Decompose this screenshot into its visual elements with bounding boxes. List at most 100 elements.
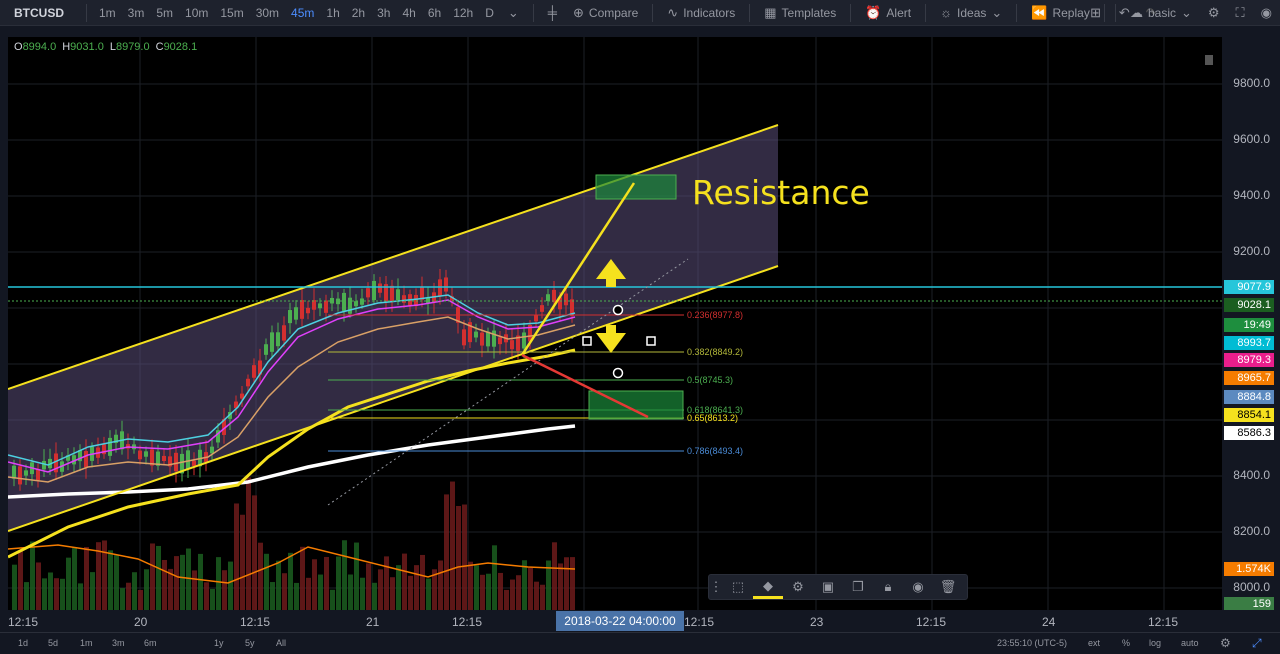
gear-icon[interactable]: ⚙ — [1220, 636, 1231, 650]
lock-button[interactable]: 🔒︎ — [873, 575, 903, 599]
timeframe-45m[interactable]: 45m — [291, 5, 315, 20]
range-1m[interactable]: 1m — [80, 638, 93, 648]
chart-type-button[interactable]: ╪ — [540, 0, 565, 26]
timeframe-3m[interactable]: 3m — [127, 5, 145, 20]
timeframe-1h[interactable]: 1h — [326, 5, 340, 20]
timeframe-dropdown[interactable]: ⌄ — [500, 0, 527, 26]
selection-handle[interactable] — [582, 336, 592, 346]
volume-bar — [366, 563, 371, 610]
lock-icon: 🔒︎ — [884, 579, 892, 594]
timeframe-5m[interactable]: 5m — [156, 5, 174, 20]
volume-bar — [300, 546, 305, 610]
replay-icon: ⏪ — [1031, 4, 1048, 20]
volume-bar — [216, 557, 221, 610]
bear-projection-line[interactable] — [521, 353, 649, 419]
range-5y[interactable]: 5y — [245, 638, 255, 648]
layout-grid-button[interactable]: ⊞ — [1082, 0, 1109, 26]
ext-toggle[interactable]: ext — [1088, 638, 1101, 648]
volume-bar — [12, 564, 17, 610]
volume-bar — [414, 565, 419, 610]
candle-body — [366, 288, 370, 298]
channel-lower-line[interactable] — [8, 265, 779, 532]
channel-upper-line[interactable] — [8, 124, 779, 390]
volume-bar — [552, 542, 557, 610]
chart-canvas[interactable]: 0.236(8977.8) 0.382(8849.2) 0.5(8745.3) 0.6… — [8, 37, 1222, 610]
range-3m[interactable]: 3m — [112, 638, 125, 648]
indicators-button[interactable]: ∿ Indicators — [659, 0, 743, 26]
save-layout-button[interactable]: ☁ basic ⌄ — [1122, 0, 1200, 26]
fib-level-label: 0.236(8977.8) — [687, 310, 743, 320]
bull-projection-line[interactable] — [520, 182, 636, 356]
range-1d[interactable]: 1d — [18, 638, 29, 648]
timeframe-10m[interactable]: 10m — [185, 5, 209, 20]
gear-icon: ⚙ — [792, 579, 804, 594]
range-6m[interactable]: 6m — [144, 638, 157, 648]
price-axis[interactable]: 9800.0 9600.0 9400.0 9200.0 8400.0 8200.0 8000… — [1222, 37, 1280, 611]
color-button[interactable]: ◆ — [753, 575, 783, 599]
timeframe-2h[interactable]: 2h — [351, 5, 366, 20]
fullscreen-button[interactable]: ⛶ — [1228, 0, 1253, 26]
selection-handle[interactable] — [646, 336, 656, 346]
alert-button[interactable]: ⏰ Alert — [857, 0, 919, 26]
snapshot-button[interactable]: ◉ — [1253, 0, 1280, 26]
drawing-settings-button[interactable]: ⚙ — [783, 575, 813, 599]
compare-icon: ⊕ — [573, 4, 584, 20]
percent-toggle[interactable]: % — [1122, 638, 1131, 648]
camera-icon: ◉ — [1260, 5, 1272, 20]
chart-pane[interactable]: O8994.0 H9031.0 L8979.0 C9028.1 Resistan… — [8, 37, 1222, 610]
timeframe-6h[interactable]: 6h — [427, 5, 442, 20]
timeframe-15m[interactable]: 15m — [220, 5, 244, 20]
ideas-button[interactable]: ☼ Ideas ⌄ — [932, 0, 1010, 26]
price-tick: 9800.0 — [1233, 76, 1270, 90]
volume-bar — [252, 495, 257, 610]
redo-button[interactable]: ↷ — [1138, 0, 1165, 26]
timeframe-30m[interactable]: 30m — [255, 5, 280, 20]
selection-handle[interactable] — [612, 367, 624, 379]
symbol-search[interactable]: BTCUSD — [14, 5, 64, 20]
drag-handle-icon[interactable]: ⋮ — [709, 579, 723, 594]
range-5d[interactable]: 5d — [48, 638, 59, 648]
templates-icon: ▦ — [764, 4, 777, 20]
compare-button[interactable]: ⊕ Compare — [565, 0, 646, 26]
time-tick: 12:15 — [240, 615, 271, 629]
candle-body — [294, 307, 298, 320]
timeframe-D[interactable]: D — [485, 5, 494, 20]
timeframe-1m[interactable]: 1m — [99, 5, 116, 20]
volume-bar — [180, 554, 185, 610]
candle-body — [354, 301, 358, 307]
price-tick: 9200.0 — [1233, 244, 1270, 258]
candle-body — [246, 378, 250, 387]
settings-button[interactable]: ⚙ — [1200, 0, 1228, 26]
log-toggle[interactable]: log — [1149, 638, 1162, 648]
maximize-icon[interactable]: ⤢ — [1252, 636, 1262, 650]
timeframe-12h[interactable]: 12h — [453, 5, 474, 20]
target-box-upper[interactable] — [595, 174, 677, 200]
undo-button[interactable]: ↶ — [1111, 0, 1138, 26]
range-All[interactable]: All — [276, 638, 287, 648]
visual-order-button[interactable]: ▣ — [813, 575, 843, 599]
auto-toggle[interactable]: auto — [1181, 638, 1199, 648]
down-arrow-icon[interactable] — [596, 325, 626, 353]
volume-bar — [474, 565, 479, 610]
replay-button[interactable]: ⏪ Replay — [1023, 0, 1098, 26]
timeframe-3h[interactable]: 3h — [377, 5, 391, 20]
trash-icon: 🗑︎ — [939, 579, 957, 594]
clone-button[interactable]: ❐ — [843, 575, 873, 599]
hide-button[interactable]: ◉ — [903, 575, 933, 599]
templates-button[interactable]: ▦ Templates — [756, 0, 844, 26]
selection-handle[interactable] — [612, 304, 624, 316]
candle-body — [372, 280, 376, 301]
pin-icon[interactable] — [1205, 55, 1213, 65]
volume-ma-line — [8, 544, 576, 584]
candle-body — [402, 295, 406, 303]
range-1y[interactable]: 1y — [214, 638, 224, 648]
open-key: O — [14, 41, 23, 53]
resistance-annotation[interactable]: Resistance — [692, 173, 870, 212]
time-axis[interactable]: 12:15 24 12:15 23 12:15 12:15 21 12:15 20 12:15 2… — [0, 610, 1280, 632]
delete-button[interactable]: 🗑︎ — [933, 575, 963, 599]
up-arrow-icon[interactable] — [596, 259, 626, 287]
volume-bar — [84, 546, 89, 610]
timeframe-4h[interactable]: 4h — [402, 5, 416, 20]
template-button[interactable]: ⬚ — [723, 575, 753, 599]
divider — [652, 3, 654, 22]
